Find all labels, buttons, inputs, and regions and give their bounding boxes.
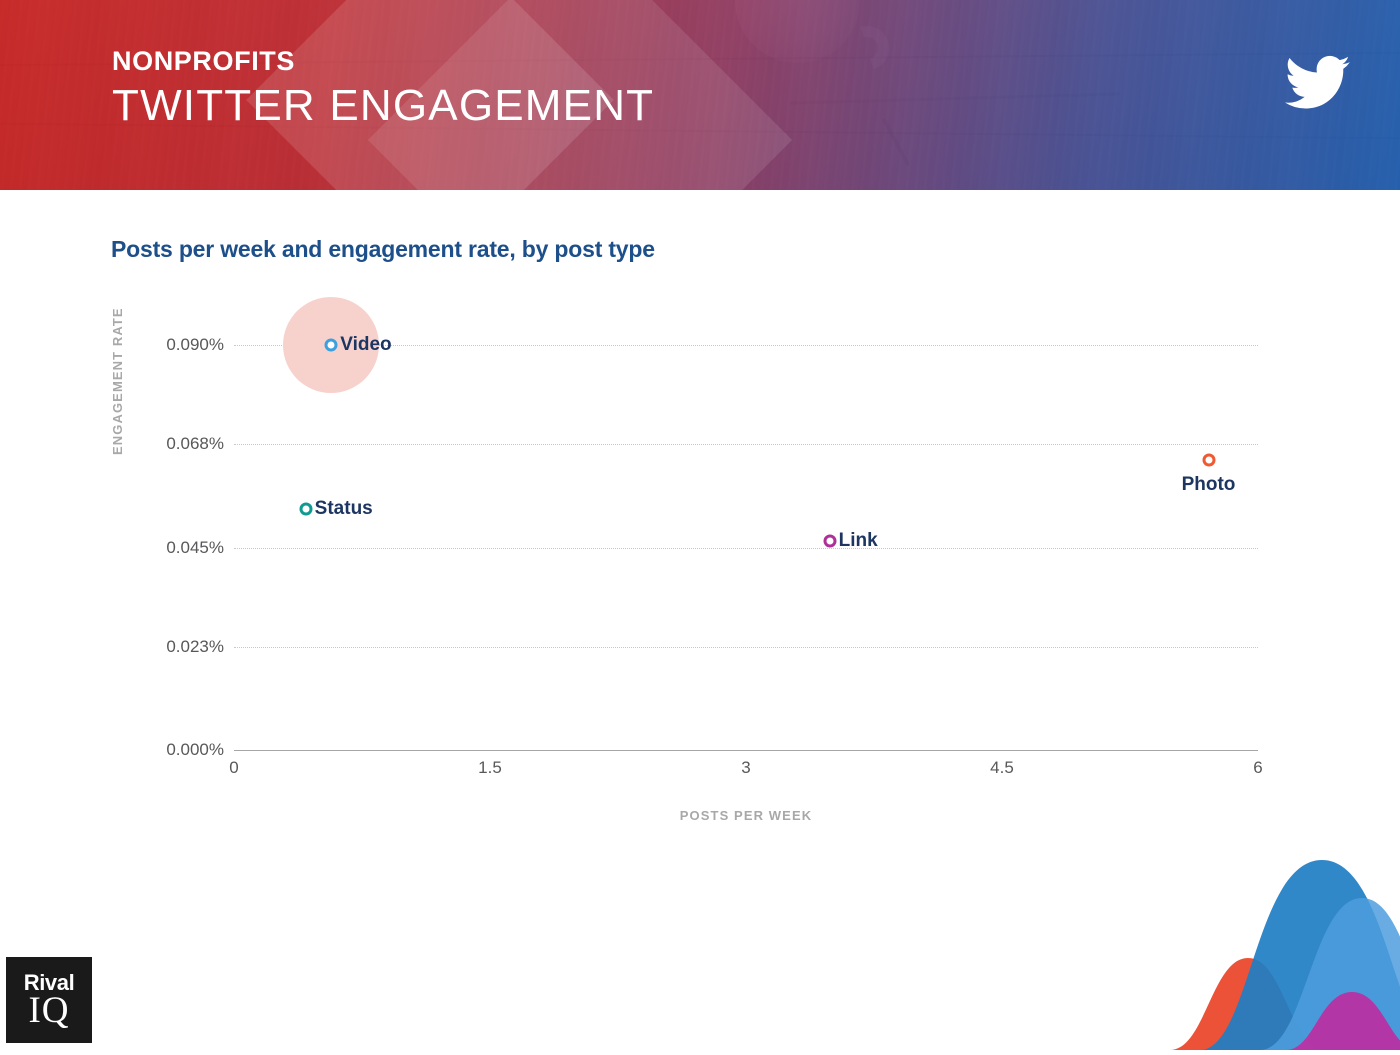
- y-axis-tick-label: 0.045%: [166, 537, 224, 557]
- x-axis-tick-label: 6: [1253, 758, 1263, 777]
- x-axis-line: [234, 750, 1258, 751]
- x-axis-tick-label: 1.5: [478, 758, 502, 777]
- data-point-status[interactable]: [299, 502, 313, 516]
- y-axis-tick-label: 0.023%: [166, 636, 224, 656]
- banner-text-group: NONPROFITS TWITTER ENGAGEMENT: [112, 48, 654, 129]
- gridline: [234, 547, 1258, 549]
- logo-iq-text: IQ: [28, 989, 70, 1031]
- banner-gradient-overlay: [0, 0, 1400, 190]
- decorative-bell-curves: [1100, 840, 1400, 1050]
- scatter-plot-area: Video Status Link Photo: [234, 297, 1258, 751]
- y-axis-tick-label: 0.090%: [166, 335, 224, 354]
- rival-iq-logo: Rival IQ: [6, 957, 92, 1043]
- banner-kicker: NONPROFITS: [112, 46, 296, 76]
- x-axis-tick-label: 4.5: [990, 758, 1014, 777]
- data-point-video[interactable]: [324, 338, 338, 352]
- logo-rival-text: Rival: [23, 969, 75, 995]
- twitter-bird-icon: [1285, 55, 1351, 116]
- x-axis-tick-label: 3: [741, 758, 751, 777]
- banner-headline: TWITTER ENGAGEMENT: [112, 81, 655, 130]
- data-label-photo: Photo: [1181, 473, 1236, 495]
- y-axis-tick-label: 0.068%: [166, 434, 224, 453]
- data-point-photo[interactable]: [1202, 453, 1215, 467]
- y-axis-tick-label: 0.000%: [166, 740, 224, 759]
- header-banner: NONPROFITS TWITTER ENGAGEMENT: [0, 0, 1400, 190]
- data-label-status: Status: [314, 498, 373, 520]
- x-axis-tick-label: 0: [229, 758, 239, 777]
- data-label-video: Video: [340, 334, 392, 355]
- y-axis-title: ENGAGEMENT RATE: [110, 307, 125, 455]
- gridline: [234, 646, 1258, 648]
- data-point-link[interactable]: [823, 534, 837, 548]
- x-axis-title: POSTS PER WEEK: [679, 808, 813, 823]
- gridline: [234, 345, 1258, 346]
- chart-title: Posts per week and engagement rate, by p…: [111, 236, 655, 262]
- data-label-link: Link: [838, 529, 878, 551]
- gridline: [234, 444, 1258, 445]
